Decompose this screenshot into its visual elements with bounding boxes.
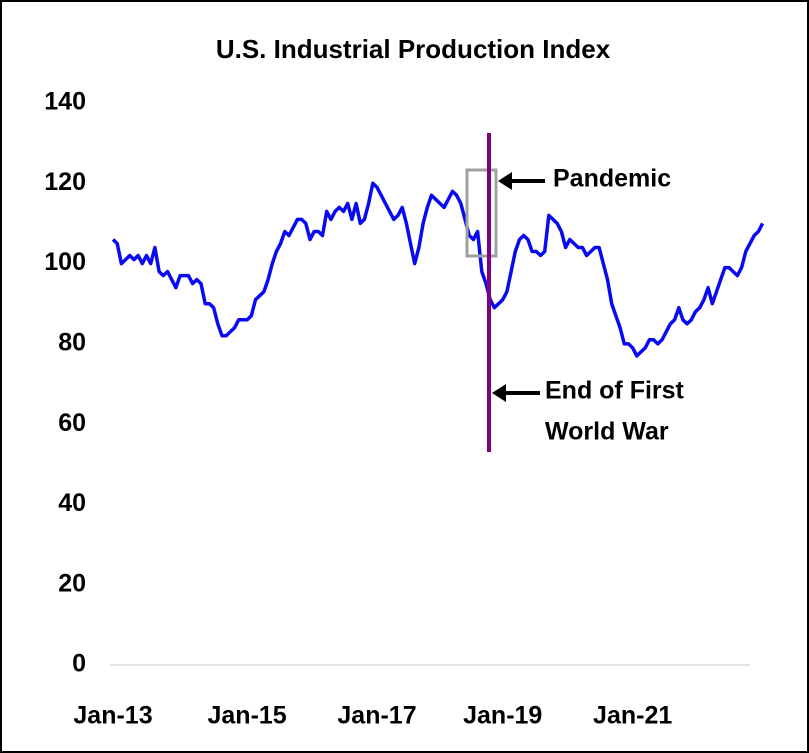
x-tick-label: Jan-17 <box>337 702 416 730</box>
x-tick-label: Jan-15 <box>207 702 286 730</box>
arrow <box>492 384 540 402</box>
y-tick-label: 20 <box>58 569 86 597</box>
annotation: Pandemic <box>553 165 671 193</box>
y-tick-label: 0 <box>72 650 86 678</box>
highlight-box <box>465 168 498 258</box>
x-tick-label: Jan-21 <box>593 702 672 730</box>
y-tick-label: 120 <box>44 168 86 196</box>
y-tick-label: 100 <box>44 248 86 276</box>
x-tick-label: Jan-13 <box>73 702 152 730</box>
y-tick-label: 60 <box>58 409 86 437</box>
annotation: End of First <box>545 377 685 405</box>
y-tick-label: 140 <box>44 88 86 116</box>
y-tick-label: 80 <box>58 328 86 356</box>
y-tick-label: 40 <box>58 489 86 517</box>
x-tick-label: Jan-19 <box>463 702 542 730</box>
annotation: World War <box>545 418 669 446</box>
chart-title: U.S. Industrial Production Index <box>216 34 611 64</box>
data-line <box>111 181 765 358</box>
arrow <box>498 172 545 190</box>
